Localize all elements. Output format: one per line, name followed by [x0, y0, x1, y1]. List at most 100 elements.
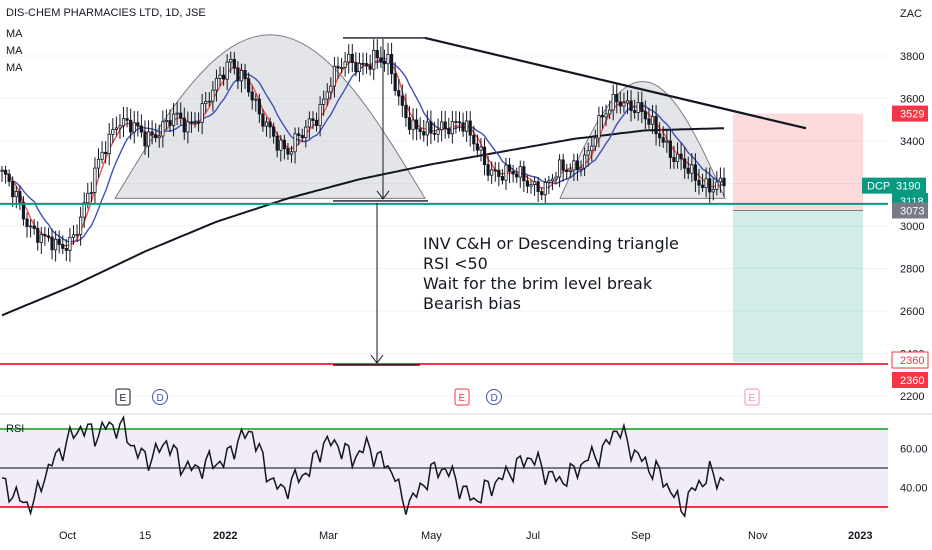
annotation-line-1: INV C&H or Descending triangle	[423, 234, 679, 253]
candle-body	[493, 169, 497, 172]
candle-body	[11, 181, 15, 198]
stop-loss-zone	[733, 113, 863, 211]
candle-body	[540, 191, 544, 196]
candle-body	[222, 74, 226, 80]
candle-body	[497, 169, 501, 177]
candle-body	[157, 135, 161, 139]
candle-body	[261, 113, 265, 127]
y-tick-label: 3000	[900, 221, 924, 233]
x-tick-label: 2022	[213, 530, 237, 542]
candle-body	[243, 70, 247, 80]
candle-body	[425, 121, 429, 136]
candle-body	[318, 104, 322, 126]
annotation-line-4: Bearish bias	[423, 294, 521, 313]
candle-body	[96, 158, 101, 169]
candle-body	[608, 109, 612, 115]
x-tick-label: 2023	[848, 530, 872, 542]
candle-body	[525, 180, 530, 187]
candle-body	[422, 131, 426, 136]
candle-body	[650, 116, 655, 125]
candle-body	[43, 234, 47, 237]
candle-body	[454, 121, 458, 123]
price-tag-value: 3190	[896, 181, 920, 193]
candle-body	[468, 120, 472, 136]
candle-body	[232, 58, 236, 69]
candle-body	[465, 120, 469, 132]
candle-body	[121, 118, 126, 127]
price-tag-value: 2360	[900, 375, 924, 387]
candle-body	[629, 100, 633, 111]
candle-body	[418, 128, 422, 132]
indicator-label-ma-2[interactable]: MA	[6, 45, 23, 57]
candle-body	[89, 192, 93, 194]
candle-body	[132, 122, 136, 133]
x-tick-label: May	[421, 530, 442, 542]
candle-body	[715, 181, 719, 190]
candle-body	[107, 133, 111, 155]
candle-body	[704, 178, 708, 188]
candle-body	[46, 235, 51, 238]
candle-body	[668, 140, 672, 158]
candle-body	[28, 225, 33, 228]
candle-body	[57, 238, 61, 245]
candle-body	[257, 98, 261, 115]
candle-body	[104, 151, 108, 155]
price-tag-value: 3073	[900, 205, 924, 217]
candle-body	[440, 121, 444, 131]
cup-right-dome	[559, 80, 726, 199]
price-tag-bg	[892, 372, 928, 388]
indicator-label-ma-1[interactable]: MA	[6, 28, 23, 40]
candle-body	[597, 115, 601, 139]
candle-body	[575, 160, 580, 171]
candle-body	[186, 121, 190, 133]
candle-body	[557, 159, 562, 178]
candle-body	[307, 118, 311, 128]
measure-arrow-up-head	[376, 190, 390, 200]
candle-body	[350, 53, 354, 64]
candle-body	[297, 133, 301, 136]
y-tick-label: 3800	[900, 51, 924, 63]
price-tag-name: DCP	[867, 181, 890, 193]
price-tag-bg	[862, 177, 926, 194]
rsi-tick-label: 60.00	[900, 444, 928, 456]
candle-body	[500, 176, 504, 181]
indicator-label-ma-3[interactable]: MA	[6, 62, 23, 74]
candle-body	[672, 157, 676, 162]
candle-body	[643, 111, 647, 120]
candle-body	[543, 182, 547, 196]
y-tick-label: 2200	[900, 391, 924, 403]
candle-body	[615, 93, 619, 103]
candle-body	[339, 67, 344, 69]
event-marker-label: E	[120, 393, 127, 404]
x-tick-label: Nov	[748, 530, 768, 542]
candle-body	[364, 63, 369, 67]
x-tick-label: Oct	[59, 530, 76, 542]
price-tag-bg	[892, 105, 928, 122]
candle-body	[679, 153, 683, 160]
candle-body	[529, 184, 533, 187]
candle-body	[154, 134, 158, 139]
candle-body	[264, 121, 269, 127]
candle-body	[518, 166, 522, 178]
candle-body	[661, 137, 665, 143]
y-tick-label: 2600	[900, 306, 924, 318]
candle-body	[314, 120, 319, 126]
candle-body	[14, 191, 18, 198]
candle-body	[461, 122, 465, 132]
candle-body	[347, 53, 351, 63]
candle-body	[361, 62, 365, 65]
candle-body	[490, 169, 494, 176]
candle-body	[3, 169, 8, 175]
candle-body	[593, 137, 597, 147]
candle-body	[532, 181, 537, 185]
x-tick-label: 15	[139, 530, 151, 542]
candle-body	[515, 173, 519, 178]
candle-body	[475, 143, 479, 151]
candle-body	[304, 126, 308, 138]
candle-body	[214, 78, 219, 91]
candle-body	[700, 184, 705, 188]
candle-body	[415, 119, 419, 130]
candle-body	[32, 225, 36, 229]
